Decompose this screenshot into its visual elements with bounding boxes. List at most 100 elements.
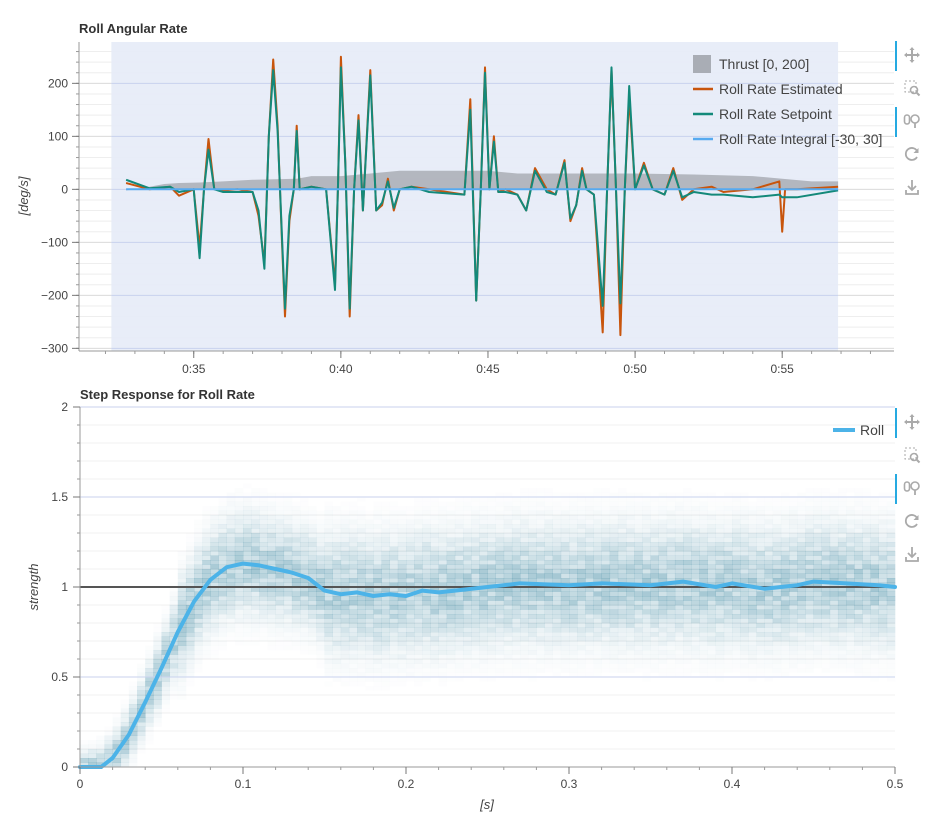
heatmap-cell [560,510,570,516]
heatmap-cell [161,681,170,687]
heatmap-cell [430,623,439,628]
heatmap-cell [259,600,268,606]
heatmap-cell [870,627,879,633]
heatmap-cell [333,506,341,511]
heatmap-cell [691,497,699,502]
heatmap-cell [389,636,399,642]
heatmap-cell [430,555,439,561]
legend-label[interactable]: Roll Rate Integral [-30, 30] [719,131,882,147]
legend[interactable]: Thrust [0, 200] Roll Rate Estimated Roll R… [693,55,882,147]
heatmap-cell [88,745,96,750]
heatmap-cell [291,591,301,597]
heatmap-cell [438,542,448,547]
save-tool-button[interactable] [897,544,927,568]
heatmap-cell [373,551,382,556]
heatmap-cell [234,533,244,538]
pan-tool-button[interactable] [895,408,927,438]
reset-tool-button[interactable] [897,144,927,168]
heatmap-cell [422,609,431,615]
heatmap-cell [887,506,895,511]
heatmap-cell [553,502,561,507]
heatmap-cell [397,533,407,538]
heatmap-cell [748,564,757,570]
heatmap-cell [569,555,578,561]
heatmap-cell [756,524,765,529]
wheel-zoom-tool-button[interactable] [895,474,927,504]
heatmap-cell [674,551,684,556]
heatmap-cell [479,668,487,673]
box-zoom-tool-button[interactable] [897,78,927,102]
heatmap-cell [683,623,692,628]
heatmap-cell [707,578,716,583]
heatmap-cell [667,659,675,664]
heatmap-cell [202,528,211,534]
heatmap-cell [406,641,415,646]
pan-tool-button[interactable] [895,41,927,71]
heatmap-cell [887,659,895,664]
heatmap-cell [650,560,659,565]
x-tick-label: 0.5 [887,777,904,791]
heatmap-cell [870,560,879,565]
wheel-zoom-tool-button[interactable] [895,107,927,137]
heatmap-cell [780,555,790,561]
heatmap-cell [699,519,708,525]
heatmap-cell [560,524,570,529]
heatmap-cell [226,600,236,606]
heatmap-cell [577,573,586,579]
heatmap-cell [226,573,236,579]
heatmap-cell [520,528,529,534]
heatmap-cell [381,636,390,642]
legend[interactable]: Roll [833,422,884,438]
legend-label[interactable]: Roll [860,422,884,438]
heatmap-cell [683,542,692,547]
heatmap-cell [602,502,610,507]
heatmap-cell [446,605,456,610]
heatmap-cell [340,609,350,615]
heatmap-cell [715,546,725,552]
heatmap-cell [177,636,187,642]
heatmap-cell [511,542,521,547]
heatmap-cell [862,596,871,601]
heatmap-cell [308,618,317,624]
heatmap-cell [837,569,847,574]
heatmap-cell [626,591,635,597]
legend-label[interactable]: Roll Rate Estimated [719,81,843,97]
save-tool-button[interactable] [897,177,927,201]
heatmap-cell [658,564,668,570]
heatmap-cell [454,636,464,642]
legend-label[interactable]: Thrust [0, 200] [719,56,809,72]
heatmap-cell [365,654,374,660]
pan-icon [903,46,921,68]
heatmap-cell [789,497,797,502]
heatmap-cell [373,650,382,655]
heatmap-cell [145,704,154,709]
box-zoom-tool-button[interactable] [897,445,927,469]
heatmap-cell [813,515,822,520]
reset-tool-button[interactable] [897,511,927,535]
heatmap-cell [177,569,187,574]
legend-swatch-thrust[interactable] [693,55,711,73]
heatmap-cell [740,605,749,610]
heatmap-cell [414,645,423,651]
heatmap-cell [577,587,586,592]
heatmap-cell [210,551,219,556]
heatmap-cell [390,506,398,511]
heatmap-cell [837,537,847,543]
heatmap-cell [397,614,407,619]
heatmap-cell [414,519,423,525]
legend-label[interactable]: Roll Rate Setpoint [719,106,832,122]
heatmap-cell [740,533,749,538]
heatmap-cell [422,677,430,682]
heatmap-cell [446,564,456,570]
heatmap-cell [267,627,276,633]
heatmap-cell [732,645,741,651]
heatmap-cell [609,533,619,538]
heatmap-cell [846,655,854,660]
heatmap-cell [275,618,285,624]
heatmap-cell [813,533,822,538]
heatmap-cell [821,573,831,579]
heatmap-cell [675,668,683,673]
heatmap-cell [626,519,635,525]
heatmap-cell [764,519,774,525]
heatmap-cell [145,668,154,673]
